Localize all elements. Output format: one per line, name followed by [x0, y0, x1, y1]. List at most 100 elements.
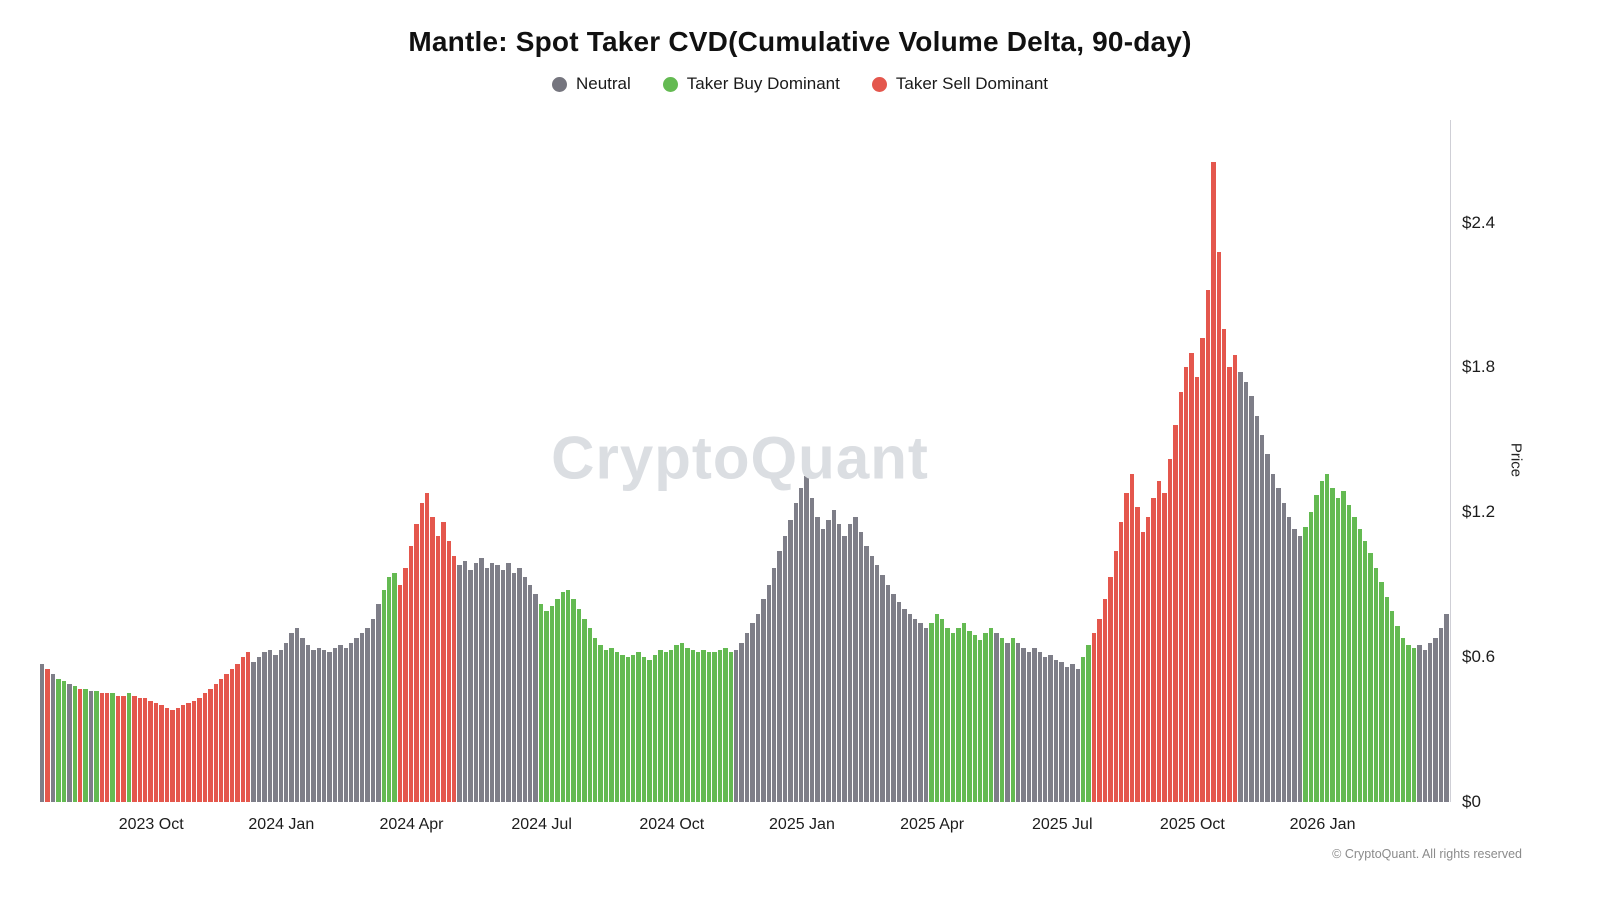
price-bar [300, 637, 305, 802]
price-bar [1270, 473, 1276, 802]
price-bar [1075, 669, 1080, 802]
price-bar [278, 649, 283, 802]
price-bar [1297, 536, 1303, 802]
price-bar [40, 664, 45, 802]
price-bar [473, 563, 479, 802]
price-bar [614, 652, 620, 802]
price-bar [565, 589, 571, 802]
price-bar [343, 647, 349, 802]
price-bar [609, 647, 614, 802]
price-bar [403, 567, 408, 802]
legend-item-neutral[interactable]: Neutral [551, 74, 631, 94]
price-bar [782, 536, 788, 802]
price-bar [896, 601, 902, 802]
x-tick-label: 2025 Apr [900, 816, 965, 833]
taker-buy-dot-icon [662, 76, 678, 92]
legend-label-taker-buy: Taker Buy Dominant [686, 74, 840, 93]
price-bar [1086, 645, 1091, 802]
x-tick-label: 2025 Jul [1032, 816, 1093, 833]
price-bar [153, 703, 159, 802]
price-bar [1053, 659, 1059, 802]
price-bar [332, 647, 338, 802]
price-bar [159, 705, 164, 802]
price-bar [750, 623, 755, 802]
price-bar [999, 637, 1005, 802]
price-bar [1037, 652, 1043, 802]
price-bar [430, 517, 435, 802]
price-bar [571, 599, 576, 802]
price-bar [1422, 649, 1427, 802]
price-bar [1194, 377, 1200, 802]
price-bar [1162, 493, 1167, 802]
price-bar [359, 633, 365, 802]
price-bar [793, 502, 799, 802]
price-bar [376, 604, 381, 802]
price-bar [289, 633, 294, 802]
price-bar [99, 693, 105, 802]
price-bar [490, 563, 495, 802]
price-bar [511, 572, 517, 802]
price-bar [636, 652, 641, 802]
price-bar [923, 628, 929, 802]
price-bar [1428, 642, 1433, 802]
price-bar [679, 642, 685, 802]
price-bar [50, 674, 56, 802]
price-bar [517, 567, 522, 802]
price-bar [1444, 613, 1449, 802]
price-bar [1406, 645, 1411, 802]
price-bar [77, 688, 83, 802]
price-bar [761, 599, 766, 802]
price-bar [246, 652, 251, 802]
price-bar [1189, 352, 1194, 802]
price-bar [1259, 435, 1265, 802]
price-bar [115, 695, 121, 802]
price-bar [538, 604, 544, 802]
price-bar [1135, 507, 1140, 802]
legend: Neutral Taker Buy Dominant Taker Sell Do… [0, 74, 1600, 94]
price-bar [1238, 372, 1243, 802]
price-bar [891, 594, 896, 802]
price-bar [435, 536, 441, 802]
price-bar [1167, 459, 1173, 802]
price-bar [869, 555, 874, 802]
price-bar [424, 493, 430, 802]
price-bar [1200, 338, 1205, 802]
price-bar [387, 577, 392, 802]
price-bar [929, 623, 934, 802]
y-tick-label: $1.2 [1462, 502, 1496, 522]
price-bar [706, 652, 712, 802]
price-bar [500, 570, 506, 802]
price-bar [766, 584, 771, 802]
legend-label-neutral: Neutral [575, 74, 631, 93]
price-bar [647, 659, 652, 802]
price-bar [72, 686, 77, 802]
price-bar [1265, 454, 1270, 802]
price-bar [1341, 490, 1346, 802]
price-bar [1254, 415, 1259, 802]
price-bar [262, 652, 267, 802]
legend-item-taker-buy[interactable]: Taker Buy Dominant [662, 74, 840, 94]
price-bar [1368, 553, 1373, 802]
price-bar [1113, 550, 1118, 802]
price-bar [1362, 541, 1368, 802]
price-bar [771, 567, 777, 802]
price-bar [1010, 637, 1015, 802]
price-bar [327, 652, 332, 802]
price-bar [1352, 517, 1357, 802]
price-bar [1303, 526, 1308, 802]
price-bar [874, 565, 880, 802]
price-bar [603, 649, 609, 802]
plot-area[interactable] [40, 120, 1451, 802]
price-bar [837, 524, 842, 802]
price-bar [1373, 567, 1379, 802]
price-bar [175, 707, 180, 802]
price-bar [1173, 425, 1178, 802]
price-bar [1211, 162, 1216, 802]
price-bar [1438, 628, 1444, 802]
legend-item-taker-sell[interactable]: Taker Sell Dominant [871, 74, 1048, 94]
price-bar [625, 657, 630, 802]
price-bar [148, 700, 153, 802]
price-bar [321, 649, 327, 802]
price-bar [267, 649, 273, 802]
price-bar [972, 635, 977, 802]
